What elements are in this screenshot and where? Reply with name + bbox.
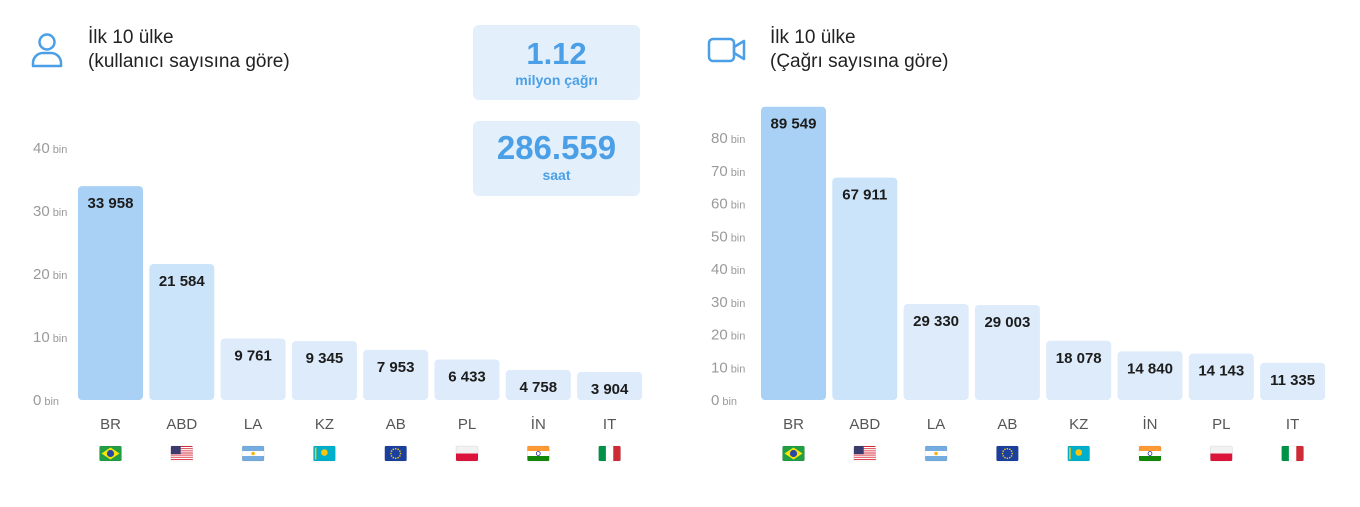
category-label: ABD	[849, 416, 880, 433]
category-label: LA	[927, 416, 945, 433]
bar-br	[761, 106, 826, 401]
flag-italy-icon	[598, 445, 621, 462]
y-tick-label: 50 bin	[711, 228, 745, 245]
category-label: LA	[244, 416, 262, 433]
bar-value-label: 18 078	[1056, 350, 1102, 367]
y-tick-label: 20 bin	[33, 266, 67, 283]
category-label: İN	[531, 415, 546, 433]
category-label: IT	[1286, 416, 1299, 433]
flag-kazakhstan-icon	[313, 445, 336, 462]
title-line-2: (Çağrı sayısına göre)	[770, 51, 949, 72]
bar-i̇n	[505, 370, 571, 400]
total-calls-value: 1.12	[526, 36, 587, 71]
bar-value-label: 21 584	[159, 273, 206, 290]
bar-it	[577, 372, 643, 400]
y-tick-label: 60 bin	[711, 196, 745, 213]
total-hours-box: 286.559 saat	[473, 121, 640, 196]
total-calls-box: 1.12 milyon çağrı	[473, 25, 640, 100]
bar-value-label: 3 904	[591, 381, 629, 398]
users-chart-panel: İlk 10 ülke (kullanıcı sayısına göre) 1.…	[31, 25, 643, 462]
title-line-1: İlk 10 ülke	[88, 27, 174, 48]
total-calls-label: milyon çağrı	[515, 72, 598, 88]
flag-italy-icon	[1281, 445, 1304, 462]
bar-value-label: 7 953	[377, 359, 415, 376]
category-label: BR	[100, 416, 121, 433]
bar-it	[1260, 362, 1326, 400]
bar-value-label: 6 433	[448, 368, 486, 385]
total-hours-value: 286.559	[496, 129, 617, 166]
y-tick-label: 40 bin	[33, 140, 67, 157]
flag-eu-icon	[384, 445, 408, 462]
bar-abd	[149, 264, 215, 400]
bar-value-label: 67 911	[842, 187, 887, 204]
user-icon	[31, 33, 63, 68]
flag-eu-icon	[996, 445, 1019, 462]
bar-abd	[832, 177, 898, 400]
flag-india-icon	[526, 445, 550, 462]
bar-la	[220, 338, 286, 400]
y-tick-label: 30 bin	[33, 203, 67, 220]
y-tick-label: 30 bin	[711, 294, 745, 311]
category-label: IT	[603, 416, 616, 433]
y-tick-label: 0 bin	[33, 392, 59, 409]
y-tick-label: 80 bin	[711, 130, 745, 147]
y-tick-label: 10 bin	[33, 329, 67, 346]
bar-value-label: 14 143	[1198, 363, 1244, 380]
video-camera-icon	[707, 37, 746, 63]
flag-poland-icon	[1209, 445, 1233, 462]
flag-usa-icon	[170, 445, 194, 462]
bar-value-label: 89 549	[771, 116, 817, 133]
chart-title: İlk 10 ülke (Çağrı sayısına göre)	[770, 26, 948, 74]
flag-usa-icon	[853, 445, 877, 462]
bar-la	[903, 303, 969, 400]
bar-ab	[974, 305, 1040, 400]
total-hours-label: saat	[542, 167, 571, 183]
y-tick-label: 70 bin	[711, 163, 745, 180]
category-label: PL	[458, 416, 476, 433]
bar-value-label: 11 335	[1270, 372, 1315, 389]
bar-value-label: 9 761	[234, 348, 272, 365]
bar-value-label: 29 330	[913, 313, 959, 330]
category-label: ABD	[166, 416, 197, 433]
calls-chart-panel: İlk 10 ülke (Çağrı sayısına göre) 0 bin 10…	[680, 0, 1360, 507]
flag-brazil-icon	[99, 445, 122, 462]
y-tick-label: 10 bin	[711, 359, 745, 376]
bar-kz	[291, 341, 357, 400]
title-line-1: İlk 10 ülke	[770, 27, 856, 48]
bar-i̇n	[1117, 351, 1183, 400]
category-label: KZ	[315, 416, 334, 433]
flag-india-icon	[1138, 445, 1162, 462]
bar-value-label: 33 958	[88, 195, 134, 212]
category-label: AB	[997, 416, 1017, 433]
flag-kazakhstan-icon	[1067, 445, 1091, 462]
flag-poland-icon	[455, 445, 479, 462]
calls-bar-chart: 0 bin 10 bin 20 bin 30 bin 40 bin 50 bin 60 bin 70 bin 8…	[711, 106, 1326, 462]
bar-pl	[1188, 353, 1254, 400]
y-tick-label: 40 bin	[711, 261, 745, 278]
category-label: AB	[386, 416, 406, 433]
flag-brazil-icon	[782, 445, 805, 462]
flag-argentina-icon	[241, 445, 265, 462]
bar-value-label: 4 758	[520, 379, 558, 396]
bar-pl	[434, 359, 500, 400]
bar-ab	[363, 349, 429, 400]
y-tick-label: 0 bin	[711, 392, 737, 409]
category-label: KZ	[1069, 416, 1088, 433]
bar-kz	[1046, 340, 1112, 400]
category-label: BR	[783, 416, 804, 433]
title-line-2: (kullanıcı sayısına göre)	[88, 51, 290, 72]
category-label: İN	[1143, 415, 1158, 433]
y-tick-label: 20 bin	[711, 327, 745, 344]
bar-value-label: 29 003	[984, 314, 1030, 331]
users-bar-chart: 0 bin 10 bin 20 bin 30 bin 40 bin 33 958 BR 21 584 AB…	[33, 140, 643, 462]
chart-title: İlk 10 ülke (kullanıcı sayısına göre)	[88, 26, 290, 74]
bar-br	[78, 186, 143, 400]
bar-value-label: 9 345	[306, 350, 344, 367]
bar-value-label: 14 840	[1127, 360, 1173, 377]
category-label: PL	[1212, 416, 1230, 433]
flag-argentina-icon	[924, 445, 948, 462]
